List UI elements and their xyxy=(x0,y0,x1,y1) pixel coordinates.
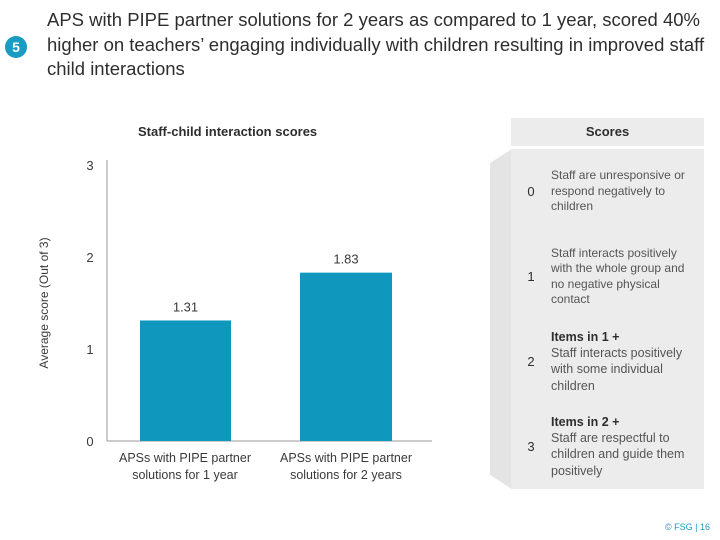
score-text: Staff are respectful to children and gui… xyxy=(551,430,685,478)
score-row-0: 0 Staff are unresponsive or respond nega… xyxy=(511,149,704,234)
score-text: Staff interacts positively with the whol… xyxy=(551,245,685,307)
footer-copyright: © FSG | 16 xyxy=(665,522,710,532)
x-category-label: solutions for 1 year xyxy=(132,468,238,482)
score-value: 0 xyxy=(527,184,535,199)
score-text: Staff interacts positively with some ind… xyxy=(551,345,683,393)
x-category-label: APSs with PIPE partner xyxy=(119,451,251,465)
scores-panel: 0 Staff are unresponsive or respond nega… xyxy=(511,149,704,489)
y-tick-label: 2 xyxy=(86,250,93,265)
data-label: 1.83 xyxy=(333,252,358,267)
score-row-1: 1 Staff interacts positively with the wh… xyxy=(511,234,704,319)
score-text: Staff are unresponsive or respond negati… xyxy=(551,168,685,214)
slide-title: APS with PIPE partner solutions for 2 ye… xyxy=(47,9,705,79)
score-row-3: 3 Items in 2 + Staff are respectful to c… xyxy=(511,404,704,489)
x-category-label: solutions for 2 years xyxy=(290,468,402,482)
slide-number-badge: 5 xyxy=(5,36,27,58)
score-description: Staff interacts positively with the whol… xyxy=(551,234,699,319)
chart-title: Staff-child interaction scores xyxy=(138,124,318,139)
y-axis-label: Average score (Out of 3) xyxy=(37,237,51,368)
score-value: 2 xyxy=(527,354,535,369)
y-tick-label: 3 xyxy=(86,158,93,173)
score-description: Staff are unresponsive or respond negati… xyxy=(551,149,699,234)
chevron-arrow xyxy=(490,149,512,489)
score-bold-text: Items in 2 + xyxy=(551,414,620,429)
score-row-2: 2 Items in 1 + Staff interacts positivel… xyxy=(511,319,704,404)
bar-2 xyxy=(300,272,392,441)
score-description: Items in 2 + Staff are respectful to chi… xyxy=(551,404,699,489)
score-value: 1 xyxy=(527,269,535,284)
data-label: 1.31 xyxy=(173,299,198,314)
score-description: Items in 1 + Staff interacts positively … xyxy=(551,319,699,404)
y-tick-label: 0 xyxy=(86,434,93,449)
bar-1 xyxy=(140,320,231,441)
score-value: 3 xyxy=(527,439,535,454)
score-bold-text: Items in 1 + xyxy=(551,329,620,344)
scores-header: Scores xyxy=(511,118,704,146)
x-category-label: APSs with PIPE partner xyxy=(280,451,412,465)
y-tick-label: 1 xyxy=(86,342,93,357)
